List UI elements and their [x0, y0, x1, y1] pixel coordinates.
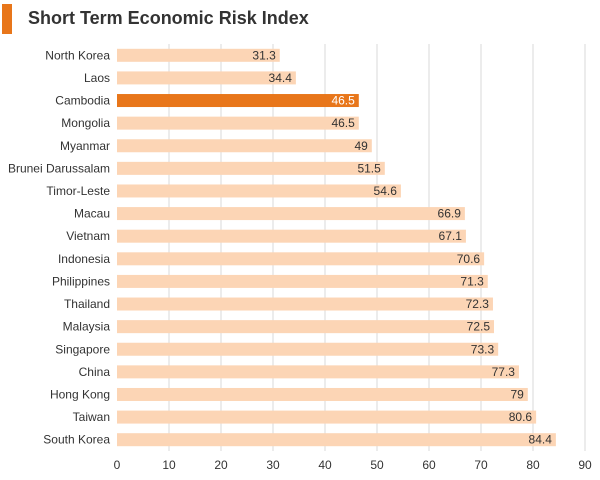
data-label: 34.4	[269, 71, 293, 85]
bar-philippines	[117, 274, 488, 288]
bar-south-korea	[117, 433, 556, 447]
category-label: Malaysia	[63, 320, 111, 334]
data-label: 66.9	[438, 207, 462, 221]
bar-timor-leste	[117, 184, 401, 198]
data-label: 84.4	[529, 433, 553, 447]
data-label: 67.1	[439, 229, 463, 243]
category-label: Brunei Darussalam	[8, 161, 110, 175]
bar-north-korea	[117, 48, 280, 62]
title-accent-bar	[2, 4, 12, 34]
x-tick-label: 30	[266, 458, 280, 472]
category-label: Mongolia	[61, 116, 110, 130]
category-label: Thailand	[64, 297, 110, 311]
category-label: Timor-Leste	[46, 184, 110, 198]
data-label: 73.3	[471, 342, 495, 356]
bar-malaysia	[117, 320, 494, 334]
bar-hong-kong	[117, 387, 528, 401]
bar-indonesia	[117, 252, 485, 266]
category-label: South Korea	[43, 433, 110, 447]
bar-laos	[117, 71, 296, 85]
data-label: 51.5	[357, 161, 381, 175]
bar-myanmar	[117, 139, 372, 153]
category-label: North Korea	[45, 48, 110, 62]
category-label: Philippines	[52, 274, 110, 288]
bar-cambodia	[117, 94, 359, 108]
bar-taiwan	[117, 410, 537, 424]
data-label: 72.3	[466, 297, 490, 311]
data-label: 49	[354, 139, 368, 153]
data-label: 72.5	[467, 320, 491, 334]
data-label: 77.3	[492, 365, 516, 379]
category-label: Cambodia	[55, 94, 110, 108]
data-label: 79	[510, 387, 524, 401]
category-label: Hong Kong	[50, 387, 110, 401]
x-tick-label: 90	[578, 458, 592, 472]
bar-mongolia	[117, 116, 359, 130]
data-label: 80.6	[509, 410, 533, 424]
bar-vietnam	[117, 229, 466, 243]
category-label: Singapore	[55, 342, 110, 356]
category-label: Macau	[74, 207, 110, 221]
x-tick-label: 40	[318, 458, 332, 472]
chart-title: Short Term Economic Risk Index	[28, 8, 309, 28]
data-label: 31.3	[252, 48, 276, 62]
category-label: Taiwan	[73, 410, 110, 424]
data-label: 54.6	[374, 184, 398, 198]
x-tick-label: 20	[214, 458, 228, 472]
x-tick-label: 10	[162, 458, 176, 472]
bar-singapore	[117, 342, 499, 356]
category-label: Indonesia	[58, 252, 110, 266]
bar-brunei-darussalam	[117, 161, 385, 175]
x-tick-label: 80	[526, 458, 540, 472]
x-tick-label: 70	[474, 458, 488, 472]
x-tick-label: 50	[370, 458, 384, 472]
category-label: Myanmar	[60, 139, 110, 153]
data-label: 46.5	[331, 94, 355, 108]
category-label: Vietnam	[66, 229, 110, 243]
x-tick-label: 60	[422, 458, 436, 472]
category-label: Laos	[84, 71, 110, 85]
bar-macau	[117, 207, 465, 221]
data-label: 70.6	[457, 252, 481, 266]
bar-china	[117, 365, 519, 379]
data-label: 71.3	[460, 274, 484, 288]
bar-thailand	[117, 297, 493, 311]
x-tick-label: 0	[114, 458, 121, 472]
category-label: China	[79, 365, 111, 379]
data-label: 46.5	[331, 116, 355, 130]
